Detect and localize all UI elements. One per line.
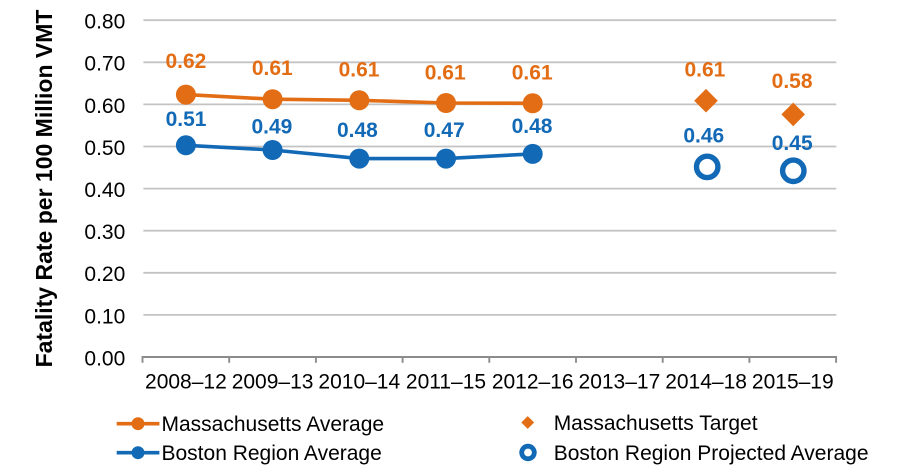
- svg-text:0.49: 0.49: [251, 116, 292, 139]
- svg-text:0.30: 0.30: [84, 221, 125, 244]
- svg-text:0.51: 0.51: [166, 108, 207, 131]
- svg-text:0.10: 0.10: [84, 305, 125, 328]
- svg-text:2013–17: 2013–17: [579, 370, 661, 393]
- svg-text:2011–15: 2011–15: [406, 370, 486, 393]
- svg-text:2009–13: 2009–13: [232, 370, 314, 393]
- svg-text:Fatality Rate per 100 Million: Fatality Rate per 100 Million VMT: [31, 10, 57, 368]
- svg-text:0.50: 0.50: [84, 137, 125, 160]
- svg-text:0.61: 0.61: [425, 62, 466, 85]
- svg-text:0.60: 0.60: [84, 95, 125, 118]
- svg-text:2010–14: 2010–14: [318, 370, 400, 393]
- svg-text:Massachusetts Target: Massachusetts Target: [554, 412, 758, 435]
- svg-text:0.45: 0.45: [772, 132, 813, 155]
- svg-text:Massachusetts Average: Massachusetts Average: [162, 413, 385, 436]
- svg-text:2015–19: 2015–19: [752, 370, 834, 393]
- svg-text:0.61: 0.61: [684, 58, 725, 81]
- svg-text:0.58: 0.58: [772, 70, 813, 93]
- svg-text:0.48: 0.48: [512, 115, 553, 138]
- svg-text:0.00: 0.00: [84, 347, 125, 370]
- svg-text:0.48: 0.48: [337, 119, 378, 142]
- svg-text:2014–18: 2014–18: [665, 370, 747, 393]
- svg-text:Boston Region Average: Boston Region Average: [162, 442, 382, 465]
- svg-text:0.61: 0.61: [339, 58, 380, 81]
- svg-text:0.62: 0.62: [165, 50, 206, 73]
- svg-text:0.70: 0.70: [84, 53, 125, 76]
- svg-text:0.46: 0.46: [683, 124, 724, 147]
- svg-text:Boston Region Projected Averag: Boston Region Projected Average: [554, 442, 869, 465]
- svg-text:0.20: 0.20: [84, 263, 125, 286]
- svg-text:0.61: 0.61: [252, 57, 293, 80]
- svg-text:0.40: 0.40: [84, 179, 125, 202]
- svg-text:0.80: 0.80: [84, 11, 125, 34]
- svg-text:0.61: 0.61: [512, 62, 553, 85]
- svg-text:2008–12: 2008–12: [145, 370, 227, 393]
- svg-text:2012–16: 2012–16: [492, 370, 574, 393]
- svg-text:0.47: 0.47: [424, 119, 465, 142]
